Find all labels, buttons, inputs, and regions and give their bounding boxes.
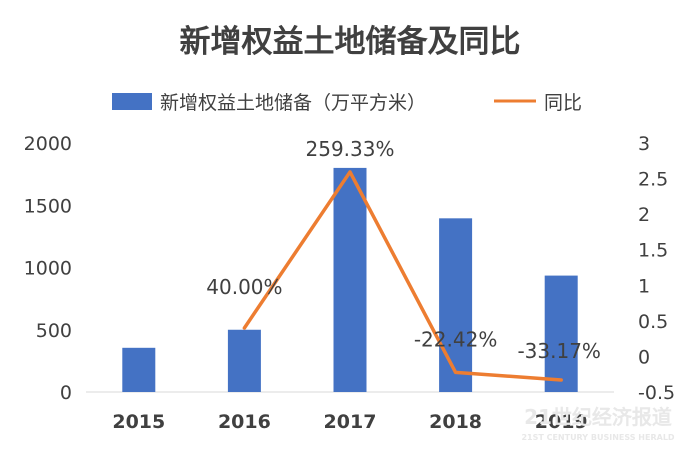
legend-bar-swatch [112,93,152,110]
y-right-tick-label: 1 [638,275,650,297]
y-left-tick-label: 500 [36,320,72,342]
y-right-tick-label: 2.5 [638,169,668,191]
bar [227,329,261,392]
y-right-tick-label: 2 [638,204,650,226]
chart-title: 新增权益土地储备及同比 [180,24,521,60]
y-right-tick-label: 3 [638,133,650,155]
x-tick-label: 2019 [535,411,588,433]
y-right-tick-label: -0.5 [638,382,675,404]
y-right-tick-label: 0.5 [638,311,668,333]
legend-bar-label: 新增权益土地储备（万平方米） [160,92,426,114]
y-right-axis: -0.5 0 0.5 1 1.5 2 2.5 3 [638,133,675,404]
line-data-label: 259.33% [306,137,395,161]
y-left-tick-label: 2000 [24,133,72,155]
line-series [242,170,563,382]
y-left-axis: 0 500 1000 1500 2000 [24,133,72,404]
line-data-label: -22.42% [414,327,497,351]
x-tick-label: 2016 [218,411,271,433]
watermark-sub: 21ST CENTURY BUSINESS HERALD [521,433,674,442]
x-tick-label: 2018 [429,411,482,433]
line-point [559,378,563,382]
watermark-main: 21世纪经济报道 [524,405,672,429]
y-left-tick-label: 0 [60,382,72,404]
bar [333,167,367,392]
y-right-tick-label: 1.5 [638,240,668,262]
bar [122,347,156,392]
bar [439,218,473,392]
y-right-tick-label: 0 [638,346,650,368]
data-labels: 40.00% 259.33% -22.42% -33.17% [206,137,601,363]
y-left-tick-label: 1500 [24,195,72,217]
y-left-tick-label: 1000 [24,258,72,280]
x-tick-label: 2017 [324,411,377,433]
x-tick-label: 2015 [112,411,165,433]
legend-line-label: 同比 [544,92,582,114]
line-data-label: -33.17% [517,339,600,363]
line-point [454,370,458,374]
line-point [242,326,246,330]
bar-series [122,167,578,392]
legend: 新增权益土地储备（万平方米） 同比 [112,92,582,114]
bar [544,275,578,392]
watermark: 21世纪经济报道 21ST CENTURY BUSINESS HERALD [521,405,674,442]
x-axis: 2015 2016 2017 2018 2019 [112,411,587,433]
line-path [242,170,563,382]
line-data-label: 40.00% [206,275,282,299]
line-point [348,170,352,174]
